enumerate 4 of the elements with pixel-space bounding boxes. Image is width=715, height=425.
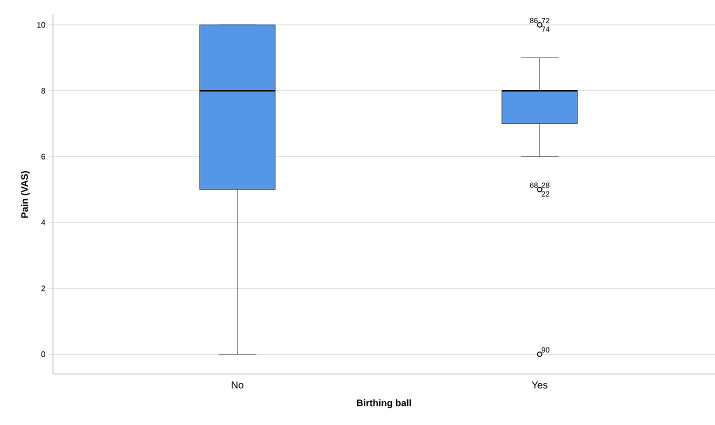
y-axis-title: Pain (VAS) bbox=[20, 171, 30, 218]
x-axis-title: Birthing ball bbox=[357, 399, 411, 408]
x-tick-label: Yes bbox=[532, 382, 548, 388]
x-tick-label: No bbox=[232, 382, 244, 388]
